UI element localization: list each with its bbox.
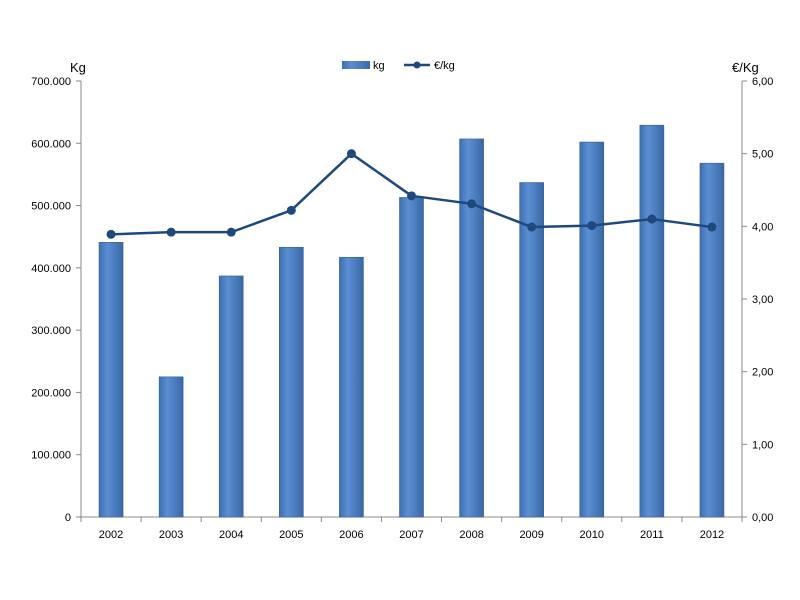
x-axis-tick-label: 2007 xyxy=(399,529,423,541)
x-axis-tick-label: 2009 xyxy=(519,529,543,541)
x-axis-tick-label: 2006 xyxy=(339,529,363,541)
bar-kg xyxy=(639,124,665,518)
left-axis-tick-label: 0 xyxy=(65,512,71,524)
left-axis-tick-label: 400.000 xyxy=(31,263,71,275)
x-axis-tick-label: 2010 xyxy=(580,529,604,541)
right-axis-tick-label: 5,00 xyxy=(752,149,773,161)
point-price-per-kg xyxy=(587,221,597,231)
right-axis-tick-label: 6,00 xyxy=(752,76,773,88)
bar-kg xyxy=(399,197,424,518)
bar-kg xyxy=(158,376,184,518)
point-price-per-kg xyxy=(346,149,356,159)
right-axis-tick-label: 0,00 xyxy=(752,512,773,524)
bar-kg xyxy=(519,182,544,518)
bar-kg xyxy=(279,247,304,518)
x-axis-tick-label: 2011 xyxy=(640,529,664,541)
bar-kg xyxy=(98,242,124,518)
left-axis-tick-label: 200.000 xyxy=(31,387,71,399)
point-price-per-kg xyxy=(467,199,477,209)
legend-price-marker xyxy=(413,61,421,69)
x-axis-tick-label: 2008 xyxy=(459,529,483,541)
x-axis-tick-label: 2004 xyxy=(219,529,243,541)
legend: kg €/kg xyxy=(342,60,455,72)
right-axis-tick-label: 4,00 xyxy=(752,221,773,233)
left-axis-tick-label: 700.000 xyxy=(31,76,71,88)
right-axis-unit-label: €/Kg xyxy=(732,60,759,75)
point-price-per-kg xyxy=(106,229,116,239)
legend-kg-label: kg xyxy=(373,60,385,72)
right-axis-tick-label: 1,00 xyxy=(752,439,773,451)
x-axis-tick-label: 2012 xyxy=(700,529,724,541)
point-price-per-kg xyxy=(407,191,416,201)
legend-kg-swatch xyxy=(342,61,370,69)
bar-kg xyxy=(699,162,725,518)
x-axis-tick-label: 2003 xyxy=(159,529,183,541)
right-axis-tick-label: 2,00 xyxy=(752,367,773,379)
legend-price-label: €/kg xyxy=(434,60,455,72)
left-axis-tick-label: 500.000 xyxy=(31,201,71,213)
left-axis-tick-label: 600.000 xyxy=(31,138,71,150)
left-axis-tick-label: 300.000 xyxy=(31,325,71,337)
bar-kg xyxy=(339,256,364,518)
bar-kg xyxy=(218,275,244,518)
point-price-per-kg xyxy=(166,227,176,237)
left-axis-tick-label: 100.000 xyxy=(31,450,71,462)
point-price-per-kg xyxy=(647,214,657,224)
point-price-per-kg xyxy=(707,222,717,232)
point-price-per-kg xyxy=(286,205,296,215)
x-axis-tick-label: 2002 xyxy=(99,529,123,541)
point-price-per-kg xyxy=(527,222,537,232)
point-price-per-kg xyxy=(226,227,236,237)
bar-kg xyxy=(459,138,484,518)
bar-kg xyxy=(579,141,605,518)
left-axis-unit-label: Kg xyxy=(70,60,86,75)
plot-area: 0 100.000 200.000 300.000 400.000 500.000 600.… xyxy=(31,76,773,541)
x-axis-tick-label: 2005 xyxy=(279,529,303,541)
right-axis-tick-label: 3,00 xyxy=(752,294,773,306)
